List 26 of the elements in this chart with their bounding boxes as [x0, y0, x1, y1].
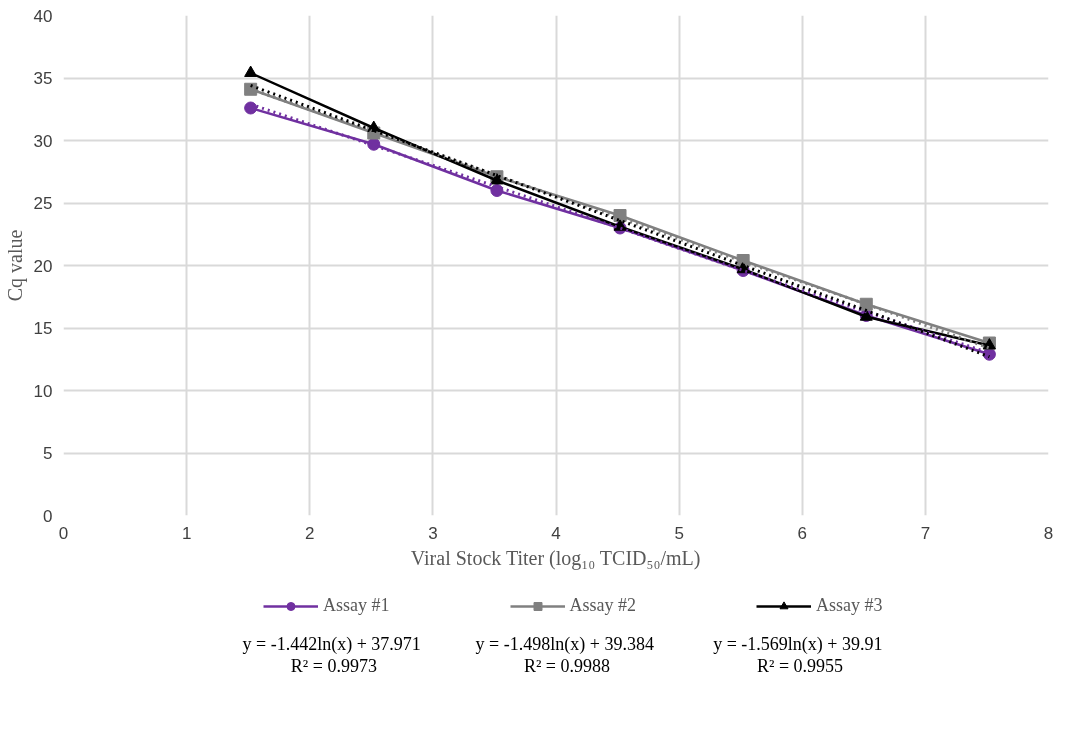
x-tick-label: 7: [920, 523, 931, 543]
x-tick-label: 2: [305, 523, 315, 543]
x-tick-label: 1: [181, 523, 192, 543]
x-tick-label: 3: [428, 523, 438, 543]
y-tick-label: 0: [43, 506, 53, 526]
y-tick-label: 20: [33, 256, 53, 276]
legend-label: Assay #3: [816, 595, 883, 616]
legend-label: Assay #1: [323, 595, 390, 616]
text: y = -1.498ln(x) + 39.384 R² = 0.9988: [475, 633, 654, 676]
text: y = -1.442ln(x) + 37.971 R² = 0.9973: [242, 633, 421, 676]
x-tick-label: 0: [58, 523, 69, 543]
y-axis-title: Cq value: [3, 229, 27, 302]
text: y = -1.569ln(x) + 39.91 R² = 0.9955: [713, 633, 883, 676]
x-tick-label: 4: [551, 523, 561, 543]
y-tick-label: 25: [33, 194, 53, 213]
x-tick-label: 5: [674, 523, 684, 543]
y-tick-label: 5: [43, 444, 53, 463]
x-tick-label: 6: [797, 523, 807, 543]
y-tick-label: 35: [33, 69, 53, 88]
x-tick-label: 8: [1043, 523, 1054, 543]
legend-label: Assay #2: [569, 595, 636, 616]
y-tick-label: 10: [33, 381, 53, 401]
y-tick-label: 15: [33, 319, 53, 338]
y-tick-label: 30: [33, 131, 53, 151]
y-tick-label: 40: [33, 6, 53, 26]
x-axis-title: Viral Stock Titer (log₁₀ TCID₅₀/mL): [410, 546, 701, 570]
